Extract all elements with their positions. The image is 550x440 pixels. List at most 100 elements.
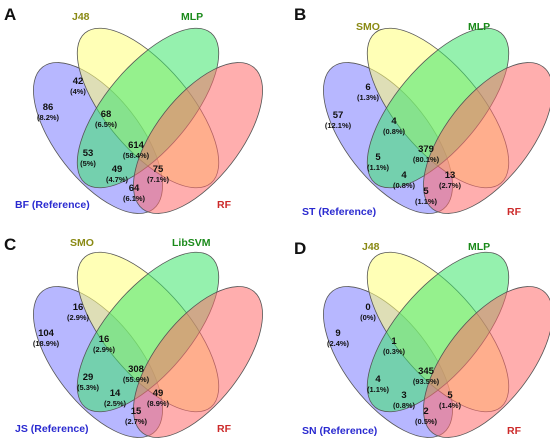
set-label-green: LibSVM [172, 237, 211, 249]
region-percent: (5.3%) [77, 383, 100, 392]
region-count: 5 [447, 390, 453, 401]
region-ref-green-red: 49 (4.7%) [106, 164, 129, 184]
region-count: 379 [418, 144, 434, 155]
venn-panel-d: D SN (Reference) J48 MLP RF 9 (2.4%) 0 (… [294, 239, 550, 438]
set-ellipse-rf [423, 286, 550, 438]
region-count: 5 [423, 186, 429, 197]
venn-panel-c: C JS (Reference) SMO LibSVM RF 104 (18.9… [4, 235, 263, 438]
set-label-red: RF [507, 206, 522, 218]
region-percent: (0%) [360, 313, 376, 322]
region-percent: (93.5%) [413, 377, 440, 386]
region-count: 5 [375, 152, 381, 163]
region-percent: (2.4%) [327, 339, 350, 348]
region-count: 4 [375, 374, 381, 385]
region-ref-yellow-red: 75 (7.1%) [147, 164, 170, 184]
region-count: 15 [131, 406, 142, 417]
region-percent: (4%) [70, 87, 86, 96]
region-ref-yellow-green: 1 (0.3%) [383, 336, 406, 356]
region-percent: (58.4%) [123, 151, 150, 160]
region-count: 104 [38, 328, 55, 339]
region-percent: (6.1%) [123, 194, 146, 203]
set-label-red: RF [217, 423, 232, 435]
region-count: 53 [83, 148, 94, 159]
region-count: 4 [401, 170, 407, 181]
region-ref-green-red: 3 (0.8%) [393, 390, 416, 410]
region-percent: (2.9%) [93, 345, 116, 354]
set-label-yellow: J48 [362, 241, 380, 253]
region-percent: (18.9%) [33, 339, 60, 348]
region-percent: (1.1%) [367, 385, 390, 394]
region-count: 2 [423, 406, 428, 417]
region-percent: (0.8%) [393, 401, 416, 410]
region-count: 614 [128, 140, 145, 151]
region-ref-only: 104 (18.9%) [33, 328, 60, 348]
region-count: 42 [73, 76, 84, 87]
region-all-four: 308 (55.9%) [123, 364, 150, 384]
panel-letter: A [4, 5, 16, 24]
set-label-reference: SN (Reference) [302, 425, 377, 437]
region-percent: (2.5%) [104, 399, 127, 408]
region-percent: (7.1%) [147, 175, 170, 184]
region-ref-red: 64 (6.1%) [123, 183, 146, 203]
region-percent: (2.9%) [67, 313, 90, 322]
region-count: 14 [110, 388, 121, 399]
set-label-reference: BF (Reference) [15, 199, 90, 211]
region-ref-yellow: 42 (4%) [70, 76, 86, 96]
region-percent: (5%) [80, 159, 96, 168]
region-percent: (12.1%) [325, 121, 352, 130]
region-percent: (8.9%) [147, 399, 170, 408]
region-percent: (80.1%) [413, 155, 440, 164]
region-ref-green-red: 4 (0.8%) [393, 170, 416, 190]
region-ref-yellow-red: 5 (1.4%) [439, 390, 462, 410]
region-ref-yellow-red: 13 (2.7%) [439, 170, 462, 190]
region-count: 57 [333, 110, 344, 121]
region-ref-only: 9 (2.4%) [327, 328, 350, 348]
region-count: 3 [401, 390, 406, 401]
region-ref-green: 29 (5.3%) [77, 372, 100, 392]
region-count: 16 [99, 334, 110, 345]
set-label-yellow: SMO [356, 21, 380, 33]
set-ellipse-rf [423, 62, 550, 214]
region-ref-green-red: 14 (2.5%) [104, 388, 127, 408]
region-ref-yellow-red: 49 (8.9%) [147, 388, 170, 408]
region-ref-only: 86 (8.2%) [37, 102, 60, 122]
region-ref-only: 57 (12.1%) [325, 110, 352, 130]
region-percent: (4.7%) [106, 175, 129, 184]
set-label-green: MLP [468, 241, 490, 253]
region-ref-red: 5 (1.1%) [415, 186, 438, 206]
region-percent: (1.1%) [415, 197, 438, 206]
set-label-yellow: J48 [72, 11, 90, 23]
region-count: 29 [83, 372, 94, 383]
set-label-reference: ST (Reference) [302, 206, 376, 218]
set-label-green: MLP [181, 11, 203, 23]
region-percent: (1.4%) [439, 401, 462, 410]
region-percent: (0.5%) [415, 417, 438, 426]
region-ref-yellow-green: 16 (2.9%) [93, 334, 116, 354]
region-count: 75 [153, 164, 164, 175]
region-percent: (0.3%) [383, 347, 406, 356]
region-ref-yellow: 6 (1.3%) [357, 82, 380, 102]
venn-panel-b: B ST (Reference) SMO MLP RF 57 (12.1%) 6… [294, 5, 550, 218]
region-percent: (55.9%) [123, 375, 150, 384]
region-count: 0 [365, 302, 370, 313]
region-ref-yellow: 0 (0%) [360, 302, 376, 322]
region-ref-yellow: 16 (2.9%) [67, 302, 90, 322]
panel-letter: D [294, 239, 306, 258]
region-count: 1 [391, 336, 397, 347]
region-percent: (0.8%) [383, 127, 406, 136]
region-percent: (0.8%) [393, 181, 416, 190]
region-percent: (8.2%) [37, 113, 60, 122]
region-count: 68 [101, 109, 112, 120]
region-all-four: 379 (80.1%) [413, 144, 440, 164]
region-count: 4 [391, 116, 397, 127]
set-label-green: MLP [468, 21, 490, 33]
venn-panel-a: A BF (Reference) J48 MLP RF 86 (8.2%) 42… [4, 5, 263, 214]
region-percent: (2.7%) [439, 181, 462, 190]
region-count: 13 [445, 170, 456, 181]
set-ellipse-rf [133, 286, 263, 438]
region-count: 9 [335, 328, 340, 339]
region-count: 308 [128, 364, 144, 375]
region-ref-yellow-green: 68 (6.5%) [95, 109, 118, 129]
region-count: 49 [112, 164, 123, 175]
panel-letter: B [294, 5, 306, 24]
